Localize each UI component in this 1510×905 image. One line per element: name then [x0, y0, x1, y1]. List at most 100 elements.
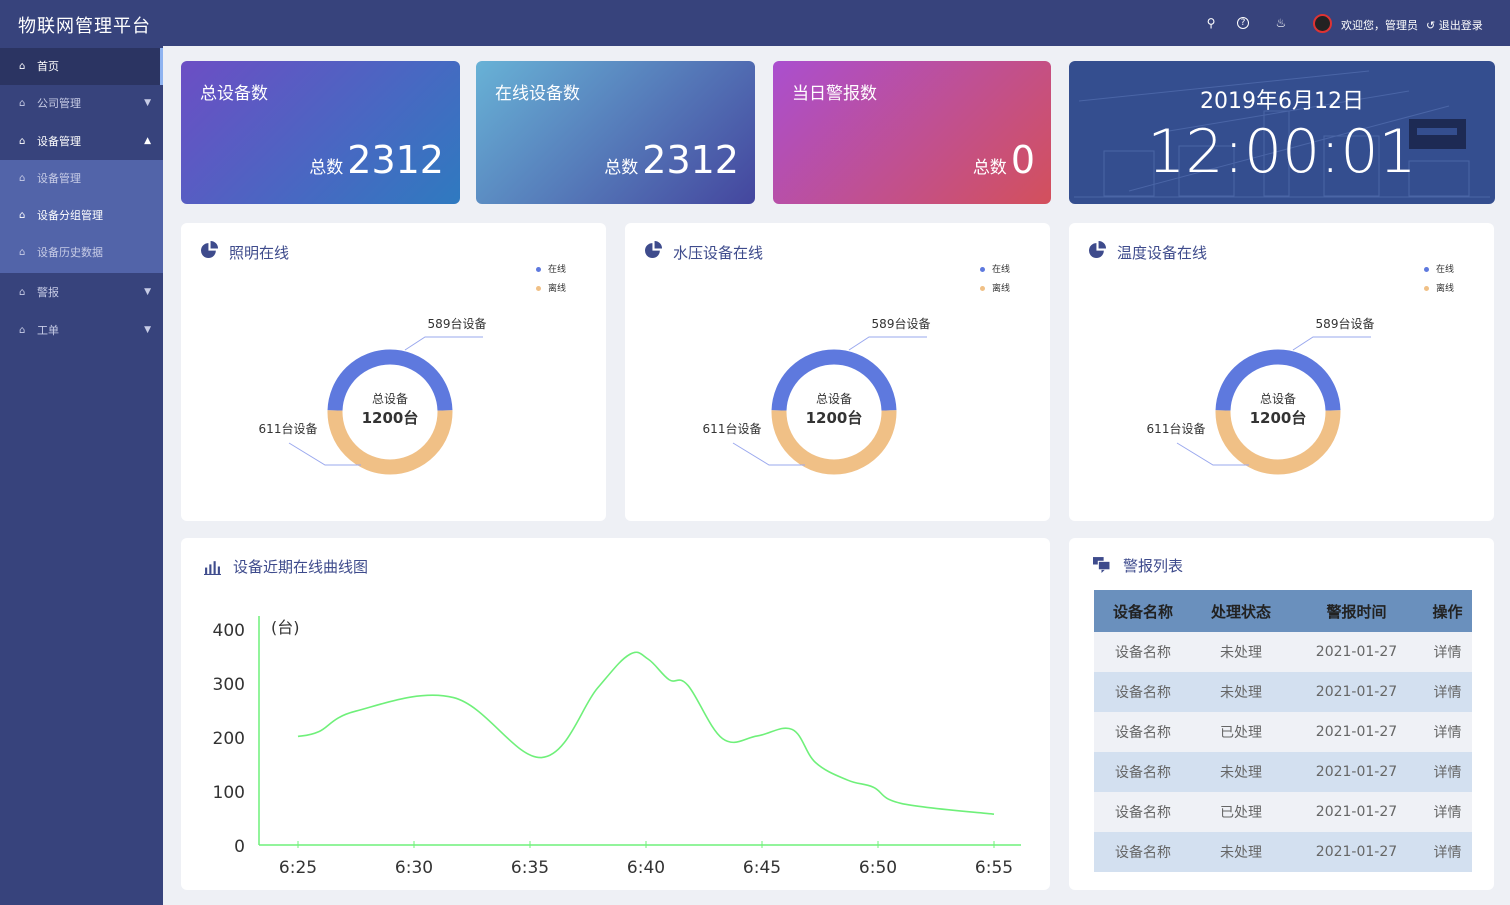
data-point[interactable] — [870, 784, 876, 790]
table-cell: 设备名称 — [1094, 832, 1193, 872]
chart-legend: 在线离线 — [1423, 261, 1454, 299]
sidebar-subitem-device-history[interactable]: ⌂ 设备历史数据 — [0, 234, 163, 273]
donut-panel-temperature: 温度设备在线 在线 离线 589台设备 611台设备 总设备 1200台 — [1069, 223, 1494, 521]
legend-label: 在线 — [991, 265, 1010, 275]
data-point[interactable] — [295, 733, 301, 739]
data-point[interactable] — [898, 800, 904, 806]
donut-slice-online[interactable] — [771, 349, 897, 411]
chevron-up-icon: ▲ — [144, 136, 151, 146]
data-point[interactable] — [720, 736, 726, 742]
table-row: 设备名称 未处理 2021-01-27 详情 — [1094, 672, 1472, 712]
sidebar-item-company[interactable]: ⌂ 公司管理 ▼ — [0, 85, 163, 122]
stat-card-online: 在线设备数 总数 2312 — [476, 61, 755, 204]
donut-slice-online[interactable] — [327, 349, 453, 411]
legend-item-online[interactable]: 在线 — [979, 261, 1010, 280]
x-tick-label: 6:25 — [279, 858, 317, 878]
data-point[interactable] — [754, 733, 760, 739]
stat-value: 2312 — [347, 138, 444, 182]
logout-button[interactable]: ↺ 退出登录 — [1426, 17, 1483, 33]
stat-card-total: 总设备数 总数 2312 — [181, 61, 460, 204]
legend-item-offline[interactable]: 离线 — [1423, 280, 1454, 299]
offline-label: 611台设备 — [1147, 421, 1206, 436]
data-point[interactable] — [645, 656, 651, 662]
offline-label: 611台设备 — [259, 421, 318, 436]
donut-slice-offline[interactable] — [771, 410, 897, 475]
data-point[interactable] — [594, 685, 600, 691]
sidebar-item-device[interactable]: ⌂ 设备管理 ▲ — [0, 123, 163, 160]
home-icon: ⌂ — [19, 210, 26, 221]
x-tick-label: 6:55 — [975, 858, 1013, 878]
donut-center-label: 总设备 — [1260, 392, 1296, 406]
sidebar-subitem-device-manage[interactable]: ⌂ 设备管理 — [0, 160, 163, 197]
sidebar-item-home[interactable]: ⌂ 首页 — [0, 48, 163, 85]
bell-icon[interactable]: ♨ — [1275, 16, 1287, 30]
alarm-list-panel: 警报列表 设备名称 处理状态 警报时间 操作 设备名称 未处理 2021-01-27… — [1069, 538, 1494, 890]
data-point[interactable] — [789, 726, 795, 732]
avatar[interactable] — [1313, 14, 1332, 33]
detail-link[interactable]: 详情 — [1422, 792, 1472, 832]
data-point[interactable] — [991, 811, 997, 817]
detail-link[interactable]: 详情 — [1422, 712, 1472, 752]
data-point[interactable] — [316, 729, 322, 735]
chart-legend: 在线 离线 — [979, 261, 1010, 299]
donut-panel-lighting: 照明在线 在线 离线 589台设备 611台设备 总设备 1200台 — [181, 223, 606, 521]
online-label: 589台设备 — [428, 316, 487, 331]
column-header: 设备名称 — [1094, 590, 1193, 632]
panel-title: 警报列表 — [1123, 557, 1184, 575]
pie-chart-icon — [201, 241, 218, 258]
stat-value: 2312 — [642, 138, 739, 182]
home-icon: ⌂ — [19, 61, 26, 72]
x-tick-label: 6:50 — [859, 858, 897, 878]
donut-center-label: 总设备 — [372, 392, 408, 406]
clock-card: 2019年6月12日 12:00:01 — [1069, 61, 1495, 204]
donut-chart: 589台设备 611台设备 总设备 1200台 — [703, 316, 930, 475]
logout-label: 退出登录 — [1438, 19, 1483, 32]
donut-slice-offline[interactable] — [327, 410, 453, 475]
detail-link[interactable]: 详情 — [1422, 752, 1472, 792]
home-icon: ⌂ — [19, 287, 26, 298]
donut-panel-water-pressure: 水压设备在线 在线离线 589台设备 611台设备 总设备 1200台 — [625, 223, 1050, 521]
legend-item-offline[interactable]: 离线 — [979, 280, 1010, 299]
data-point[interactable] — [812, 759, 818, 765]
leader-line — [732, 442, 805, 466]
sidebar-item-workorder[interactable]: ⌂ 工单 ▼ — [0, 312, 163, 349]
line-chart-panel: 设备近期在线曲线图 0 100 200 300 400 6:25 6:30 6:35 6:40 6… — [181, 538, 1050, 890]
legend-item-online[interactable]: 在线 — [535, 261, 566, 280]
sidebar-subitem-device-group[interactable]: ⌂ 设备分组管理 — [0, 197, 163, 234]
sidebar-item-alarm[interactable]: ⌂ 警报 ▼ — [0, 274, 163, 311]
stat-title: 在线设备数 — [495, 84, 580, 104]
panel-title: 照明在线 — [229, 244, 290, 262]
search-icon[interactable]: ⚲ — [1206, 16, 1216, 30]
detail-link[interactable]: 详情 — [1422, 632, 1472, 672]
data-point[interactable] — [685, 682, 691, 688]
home-icon: ⌂ — [19, 136, 26, 147]
donut-slice-online[interactable] — [1215, 349, 1341, 411]
welcome-text: 欢迎您，管理员 — [1341, 19, 1418, 32]
data-point[interactable] — [666, 677, 672, 683]
table-cell: 已处理 — [1192, 712, 1291, 752]
y-tick-label: 200 — [213, 729, 245, 749]
donut-slice-offline[interactable] — [1215, 410, 1341, 475]
data-point[interactable] — [450, 695, 456, 701]
legend-item-online[interactable]: 在线 — [1423, 261, 1454, 280]
help-icon[interactable]: ? — [1237, 17, 1249, 29]
stat-value: 0 — [1010, 138, 1035, 182]
detail-link[interactable]: 详情 — [1422, 672, 1472, 712]
legend-label: 离线 — [991, 284, 1010, 294]
sidebar: ⌂ 首页 ⌂ 公司管理 ▼ ⌂ 设备管理 ▲ ⌂ 设备管理 ⌂ 设备分组管理 ⌂ 设备历史数据 … — [0, 46, 163, 905]
stat-title: 总设备数 — [200, 84, 268, 104]
detail-link[interactable]: 详情 — [1422, 832, 1472, 872]
legend-label: 离线 — [547, 284, 566, 294]
panel-title: 水压设备在线 — [673, 244, 764, 262]
sidebar-item-label: 设备历史数据 — [37, 246, 103, 259]
data-point[interactable] — [353, 708, 359, 714]
data-point[interactable] — [845, 777, 851, 783]
table-cell: 未处理 — [1192, 752, 1291, 792]
data-point[interactable] — [539, 755, 545, 761]
panel-title: 设备近期在线曲线图 — [233, 558, 369, 576]
legend-label: 在线 — [1435, 265, 1454, 275]
data-point[interactable] — [627, 651, 633, 657]
line-chart: 0 100 200 300 400 6:25 6:30 6:35 6:40 6:45 6:50 6:5… — [213, 616, 1021, 878]
stat-label: 总数 — [972, 158, 1007, 178]
legend-item-offline[interactable]: 离线 — [535, 280, 566, 299]
